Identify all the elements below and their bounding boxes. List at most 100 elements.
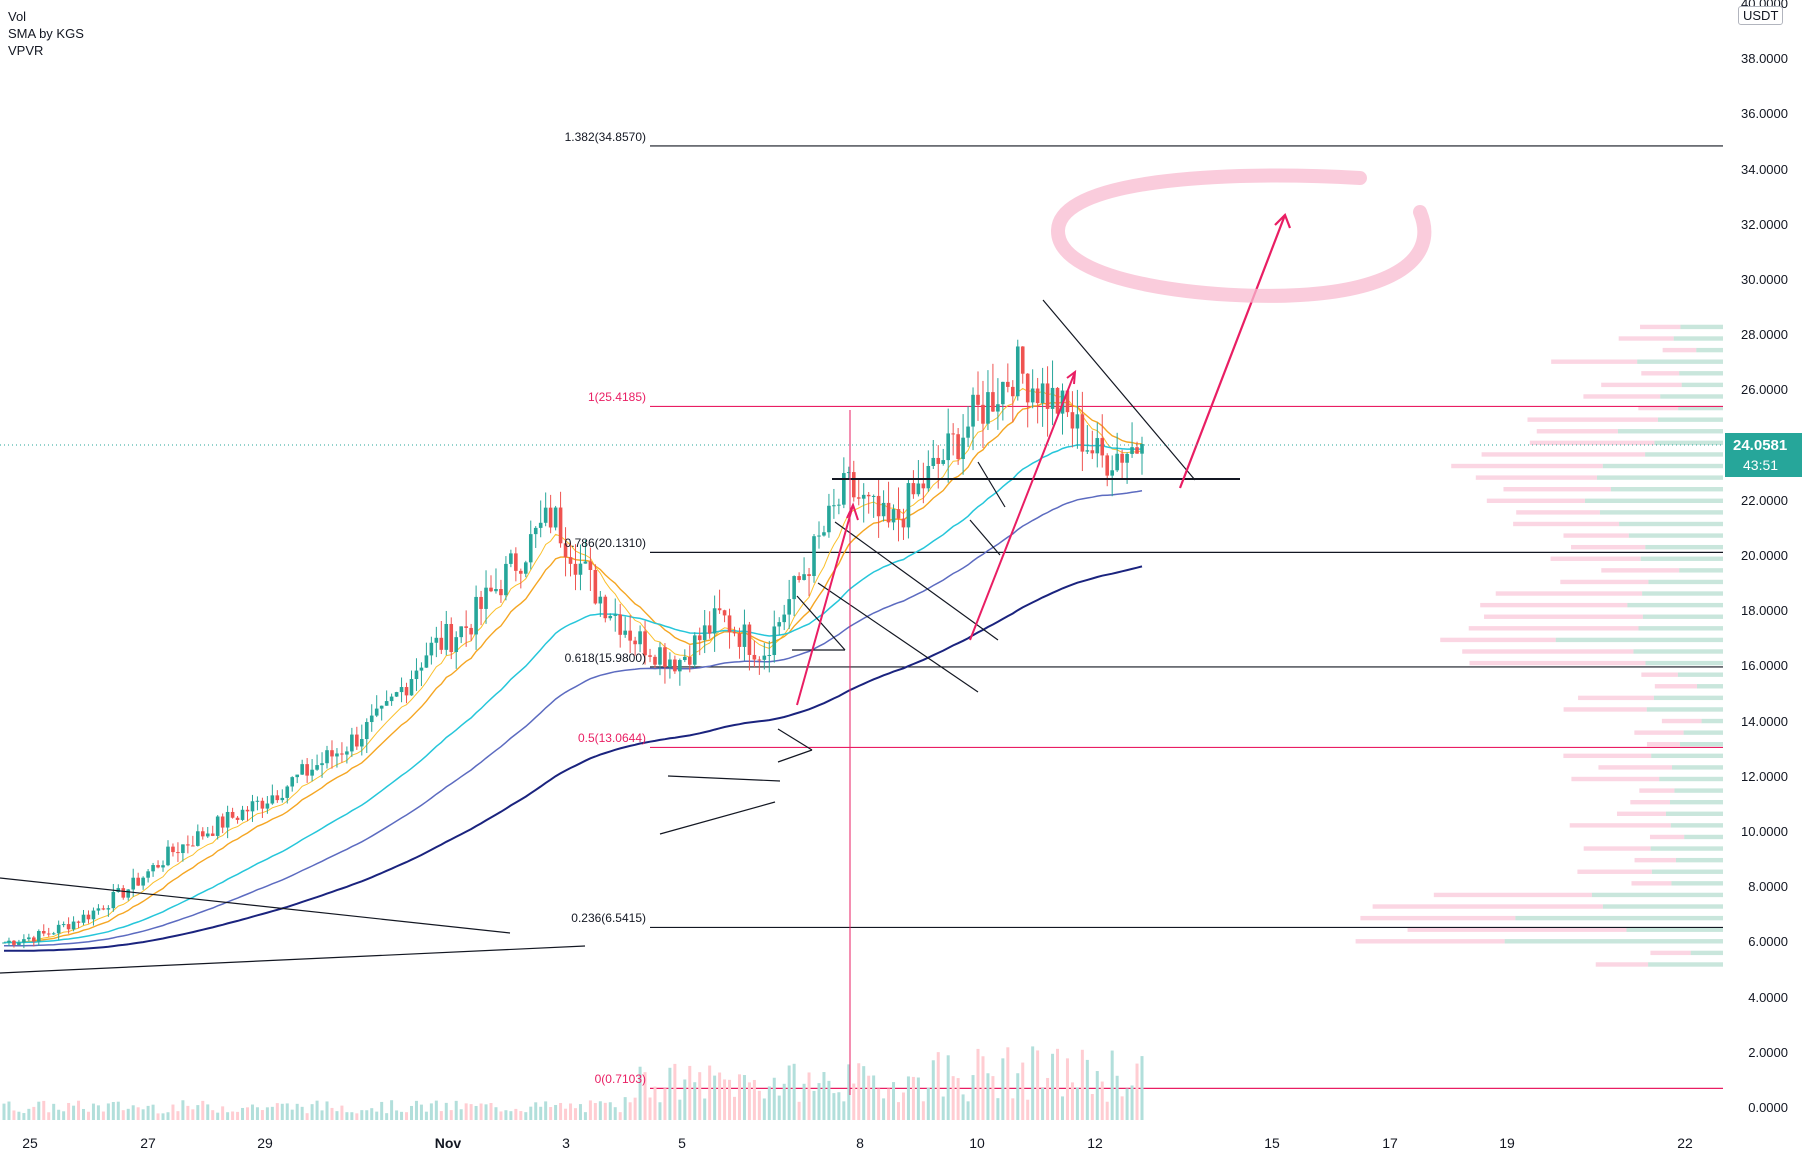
volume-bar bbox=[787, 1065, 791, 1120]
candle-body bbox=[976, 394, 980, 405]
volume-profile-down-bar bbox=[1569, 823, 1671, 828]
candle-body bbox=[141, 877, 145, 886]
fibonacci-levels bbox=[650, 145, 1723, 1089]
volume-bar bbox=[82, 1108, 86, 1120]
volume-bar bbox=[713, 1075, 717, 1120]
candle-body bbox=[27, 937, 31, 940]
candle-body bbox=[514, 553, 518, 571]
volume-profile-up-bar bbox=[1653, 695, 1723, 701]
candle-body bbox=[305, 764, 309, 776]
candle-body bbox=[1050, 387, 1055, 409]
candle-body bbox=[762, 655, 767, 660]
candle-body bbox=[200, 831, 205, 837]
candle-body bbox=[66, 924, 71, 930]
volume-profile-up-bar bbox=[1584, 498, 1723, 503]
time-tick-label: 10 bbox=[969, 1135, 985, 1151]
candle-body bbox=[683, 656, 687, 661]
candle-body bbox=[350, 734, 354, 752]
volume-bar bbox=[106, 1103, 110, 1120]
candle-body bbox=[310, 769, 314, 776]
volume-bar bbox=[569, 1103, 573, 1120]
volume-bar bbox=[1026, 1099, 1030, 1120]
volume-bar bbox=[896, 1102, 900, 1120]
volume-profile-up-bar bbox=[1651, 753, 1723, 759]
volume-bar bbox=[67, 1102, 71, 1120]
candle-body bbox=[1035, 388, 1040, 404]
candle-body bbox=[807, 574, 811, 577]
target-circle-annotation bbox=[1050, 168, 1432, 303]
volume-bar bbox=[191, 1109, 195, 1120]
time-tick-label: 29 bbox=[257, 1135, 273, 1151]
candle-body bbox=[802, 574, 806, 580]
candle-body bbox=[205, 833, 210, 837]
volume-profile-down-bar bbox=[1577, 869, 1652, 874]
candle-body bbox=[598, 596, 603, 604]
candle-body bbox=[459, 626, 463, 638]
volume-profile-down-bar bbox=[1583, 394, 1661, 399]
volume-profile-up-bar bbox=[1591, 892, 1723, 898]
volume-profile-up-bar bbox=[1504, 939, 1723, 944]
candle-body bbox=[1110, 470, 1114, 476]
candle-body bbox=[1130, 447, 1134, 454]
candle-body bbox=[320, 763, 324, 766]
volume-profile-down-bar bbox=[1550, 556, 1641, 561]
legend-item-vpvr[interactable]: VPVR bbox=[8, 43, 44, 58]
candle-body bbox=[837, 504, 841, 506]
candle-body bbox=[1025, 373, 1030, 403]
legend-item-sma[interactable]: SMA by KGS bbox=[8, 26, 84, 41]
volume-profile-down-bar bbox=[1563, 533, 1629, 538]
currency-unit-badge[interactable]: USDT bbox=[1738, 6, 1784, 25]
volume-bar bbox=[777, 1095, 781, 1120]
volume-bar bbox=[260, 1110, 264, 1120]
volume-bar bbox=[405, 1112, 409, 1120]
volume-bar bbox=[22, 1113, 26, 1120]
fib-level-label: 0(0.7103) bbox=[594, 1072, 646, 1087]
volume-profile-up-bar bbox=[1680, 324, 1723, 330]
candle-body bbox=[931, 457, 936, 466]
candle-body bbox=[7, 940, 11, 943]
volume-bar bbox=[1135, 1063, 1139, 1120]
candle-body bbox=[722, 610, 727, 616]
volume-profile-up-bar bbox=[1674, 788, 1723, 793]
volume-bar bbox=[385, 1113, 389, 1120]
legend-item-vol[interactable]: Vol bbox=[8, 9, 27, 24]
candle-body bbox=[767, 655, 772, 657]
candle-body bbox=[593, 569, 598, 604]
candle-body bbox=[399, 687, 404, 693]
volume-bar bbox=[12, 1110, 16, 1120]
time-tick-label: 8 bbox=[856, 1135, 864, 1151]
volume-bar bbox=[867, 1075, 871, 1120]
candle-body bbox=[956, 434, 960, 460]
volume-bar bbox=[981, 1056, 985, 1120]
volume-bar bbox=[91, 1103, 95, 1120]
volume-bar bbox=[742, 1075, 746, 1120]
candle-body bbox=[772, 626, 777, 656]
volume-profile-down-bar bbox=[1480, 602, 1628, 608]
volume-bar bbox=[141, 1109, 145, 1120]
candle-body bbox=[946, 433, 950, 461]
candle-body bbox=[712, 608, 717, 634]
volume-profile-down-bar bbox=[1407, 927, 1627, 932]
candle-body bbox=[181, 844, 185, 854]
volume-profile-up-bar bbox=[1701, 718, 1723, 724]
candle-body bbox=[543, 507, 548, 523]
candle-body bbox=[842, 473, 846, 505]
candle-body bbox=[504, 563, 508, 596]
candle-body bbox=[191, 845, 195, 847]
pennant-small-lower bbox=[777, 749, 813, 763]
volume-profile-down-bar bbox=[1578, 695, 1654, 701]
volume-bar bbox=[598, 1101, 602, 1120]
volume-bar bbox=[474, 1105, 478, 1120]
price-axis[interactable]: 40.0000 38.0000 36.0000 34.0000 32.0000 30.00… bbox=[1723, 0, 1802, 1162]
candle-body bbox=[17, 942, 21, 945]
volume-bar bbox=[414, 1100, 418, 1120]
fib-level-label: 0.236(6.5415) bbox=[571, 911, 646, 926]
candle-body bbox=[891, 509, 896, 523]
candle-body bbox=[364, 722, 369, 740]
volume-profile-down-bar bbox=[1601, 382, 1682, 388]
volume-profile-down-bar bbox=[1631, 881, 1672, 886]
volume-bar bbox=[688, 1065, 692, 1120]
candle-body bbox=[856, 497, 861, 499]
volume-bar bbox=[265, 1107, 269, 1120]
